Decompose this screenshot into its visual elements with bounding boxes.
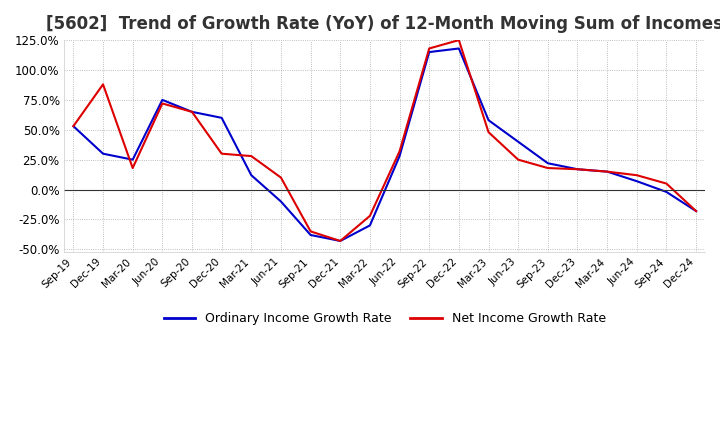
Title: [5602]  Trend of Growth Rate (YoY) of 12-Month Moving Sum of Incomes: [5602] Trend of Growth Rate (YoY) of 12-…	[46, 15, 720, 33]
Ordinary Income Growth Rate	[188, 109, 197, 114]
Net Income Growth Rate	[188, 109, 197, 114]
Net Income Growth Rate	[425, 46, 433, 51]
Net Income Growth Rate	[514, 157, 523, 162]
Ordinary Income Growth Rate	[573, 167, 582, 172]
Line: Ordinary Income Growth Rate: Ordinary Income Growth Rate	[73, 48, 696, 241]
Net Income Growth Rate	[276, 175, 285, 180]
Net Income Growth Rate	[573, 167, 582, 172]
Net Income Growth Rate	[99, 82, 107, 87]
Ordinary Income Growth Rate	[662, 189, 671, 194]
Ordinary Income Growth Rate	[603, 169, 611, 174]
Net Income Growth Rate	[336, 238, 345, 244]
Net Income Growth Rate	[662, 181, 671, 186]
Ordinary Income Growth Rate	[485, 117, 493, 123]
Ordinary Income Growth Rate	[306, 232, 315, 238]
Net Income Growth Rate	[632, 172, 641, 178]
Ordinary Income Growth Rate	[158, 97, 166, 103]
Net Income Growth Rate	[128, 165, 137, 171]
Line: Net Income Growth Rate: Net Income Growth Rate	[73, 40, 696, 241]
Net Income Growth Rate	[692, 209, 701, 214]
Ordinary Income Growth Rate	[514, 139, 523, 144]
Net Income Growth Rate	[395, 149, 404, 154]
Ordinary Income Growth Rate	[276, 199, 285, 204]
Ordinary Income Growth Rate	[366, 223, 374, 228]
Ordinary Income Growth Rate	[336, 238, 345, 244]
Net Income Growth Rate	[306, 229, 315, 234]
Ordinary Income Growth Rate	[632, 179, 641, 184]
Net Income Growth Rate	[158, 101, 166, 106]
Ordinary Income Growth Rate	[247, 172, 256, 178]
Ordinary Income Growth Rate	[69, 124, 78, 129]
Ordinary Income Growth Rate	[544, 161, 552, 166]
Net Income Growth Rate	[217, 151, 226, 156]
Net Income Growth Rate	[454, 37, 463, 43]
Ordinary Income Growth Rate	[99, 151, 107, 156]
Net Income Growth Rate	[247, 154, 256, 159]
Legend: Ordinary Income Growth Rate, Net Income Growth Rate: Ordinary Income Growth Rate, Net Income …	[159, 307, 611, 330]
Net Income Growth Rate	[366, 213, 374, 219]
Ordinary Income Growth Rate	[128, 157, 137, 162]
Ordinary Income Growth Rate	[425, 49, 433, 55]
Ordinary Income Growth Rate	[692, 209, 701, 214]
Ordinary Income Growth Rate	[217, 115, 226, 121]
Net Income Growth Rate	[603, 169, 611, 174]
Ordinary Income Growth Rate	[395, 154, 404, 159]
Ordinary Income Growth Rate	[454, 46, 463, 51]
Net Income Growth Rate	[69, 124, 78, 129]
Net Income Growth Rate	[544, 165, 552, 171]
Net Income Growth Rate	[485, 129, 493, 135]
